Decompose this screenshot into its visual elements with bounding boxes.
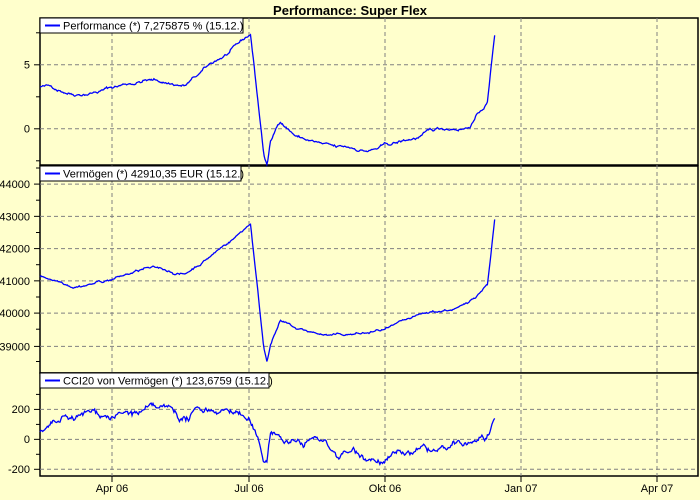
svg-text:42000: 42000	[0, 244, 30, 256]
svg-text:Jan 07: Jan 07	[504, 483, 537, 495]
svg-text:39000: 39000	[0, 341, 30, 353]
svg-text:-200: -200	[8, 464, 30, 476]
svg-text:200: 200	[12, 404, 30, 416]
svg-text:5: 5	[24, 60, 30, 72]
svg-text:Okt 06: Okt 06	[369, 483, 401, 495]
svg-text:Jul 06: Jul 06	[234, 483, 263, 495]
svg-text:Vermögen (*) 42910,35 EUR (15.: Vermögen (*) 42910,35 EUR (15.12.)	[63, 169, 244, 181]
svg-text:40000: 40000	[0, 308, 30, 320]
svg-text:43000: 43000	[0, 211, 30, 223]
svg-text:CCI20 von Vermögen (*) 123,675: CCI20 von Vermögen (*) 123,6759 (15.12.)	[63, 376, 273, 388]
svg-text:41000: 41000	[0, 276, 30, 288]
svg-text:0: 0	[24, 434, 30, 446]
svg-text:Apr 07: Apr 07	[641, 483, 673, 495]
svg-text:44000: 44000	[0, 179, 30, 191]
svg-text:Performance (*) 7,275875 % (15: Performance (*) 7,275875 % (15.12.)	[63, 21, 243, 33]
svg-text:0: 0	[24, 124, 30, 136]
svg-text:Apr 06: Apr 06	[96, 483, 128, 495]
